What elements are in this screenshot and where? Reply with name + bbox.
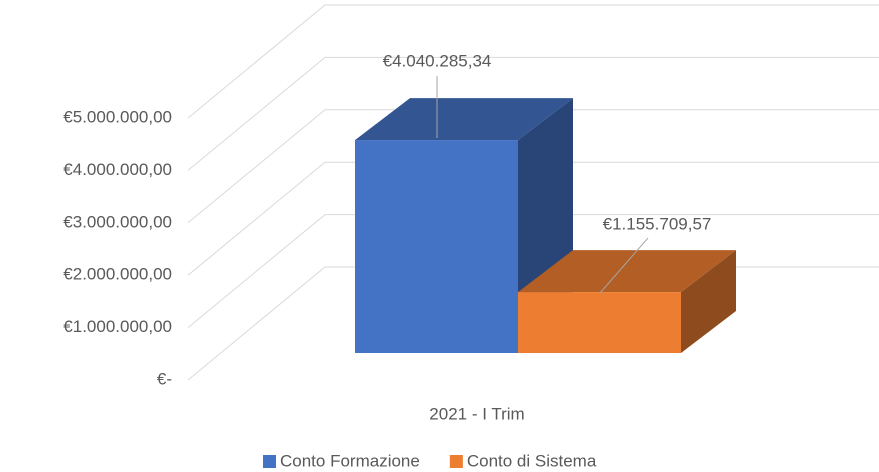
y-tick-label: €- xyxy=(157,369,172,388)
legend-label: Conto di Sistema xyxy=(467,451,597,470)
y-tick-label: €3.000.000,00 xyxy=(63,212,172,231)
bar-top xyxy=(355,98,573,141)
data-label: €1.155.709,57 xyxy=(603,214,712,233)
y-tick-label: €4.000.000,00 xyxy=(63,160,172,179)
data-label: €4.040.285,34 xyxy=(383,51,492,70)
bar xyxy=(355,140,518,353)
legend-label: Conto Formazione xyxy=(280,451,420,470)
y-tick-label: €1.000.000,00 xyxy=(63,317,172,336)
legend-swatch xyxy=(449,455,463,468)
grid-line xyxy=(187,214,879,328)
grid-line xyxy=(187,161,879,276)
legend-swatch xyxy=(263,455,276,468)
grid-line xyxy=(187,56,879,171)
bar xyxy=(518,292,681,353)
bar-top xyxy=(518,250,736,293)
bar-side xyxy=(681,250,736,353)
y-tick-label: €5.000.000,00 xyxy=(63,107,172,126)
grid-line xyxy=(187,4,879,119)
x-tick-label: 2021 - I Trim xyxy=(429,404,524,423)
grid-line xyxy=(187,109,879,224)
leader-line xyxy=(599,237,649,294)
y-tick-label: €2.000.000,00 xyxy=(63,265,172,284)
